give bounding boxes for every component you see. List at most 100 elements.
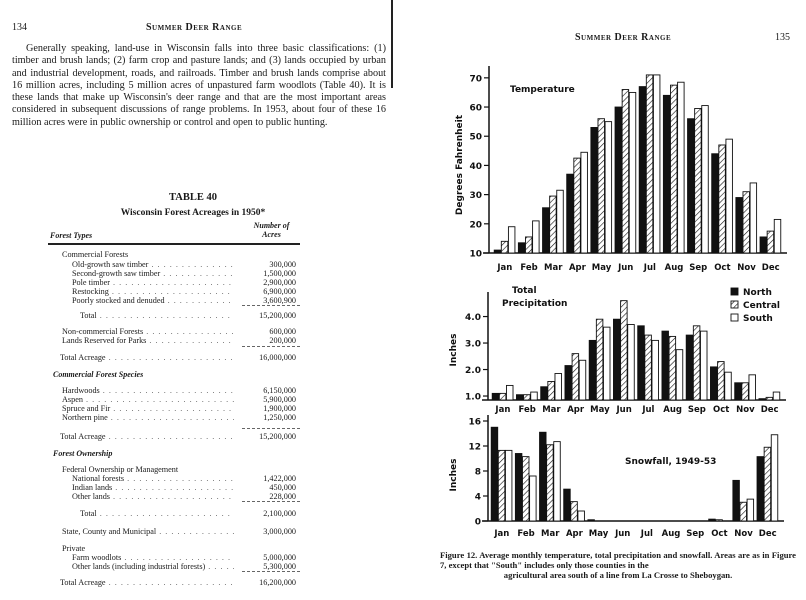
table-row-label: National forests: [72, 474, 234, 484]
table-row: Hardwoods 6,150,000: [62, 386, 296, 396]
bar-north: [566, 173, 574, 254]
bar-central: [717, 361, 725, 401]
x-tick-label: Jun: [616, 405, 632, 415]
bar-central: [742, 191, 750, 254]
bar-north: [662, 94, 671, 254]
page-gutter-line: [391, 0, 393, 88]
bar-south: [554, 373, 562, 401]
table-row: Aspen 5,900,000: [62, 395, 296, 405]
x-tick-label: Mar: [541, 529, 560, 539]
bar-south: [628, 91, 637, 254]
legend-label: Central: [743, 301, 780, 311]
bar-central: [597, 118, 605, 254]
table-row: Lands Reserved for Parks 200,000: [62, 336, 296, 346]
bar-central: [694, 108, 702, 254]
bar-south: [506, 384, 514, 401]
y-axis-label: Inches: [449, 459, 459, 492]
bar-central: [546, 444, 554, 522]
bar-central: [595, 318, 604, 401]
x-tick-label: Nov: [737, 263, 756, 273]
y-axis-label: Degrees Fahrenheit: [455, 114, 465, 215]
y-tick-label: 12: [468, 443, 481, 453]
bar-central: [547, 381, 555, 401]
bar-north: [563, 488, 571, 522]
table-row-label: Other lands (including industrial forest…: [72, 562, 234, 572]
bar-central: [763, 446, 772, 522]
table-row-value: 3,600,900: [263, 296, 296, 305]
table-row: Other lands (including industrial forest…: [72, 562, 296, 572]
bar-central: [497, 449, 506, 522]
bar-north: [614, 106, 622, 254]
x-tick-label: Jun: [617, 263, 633, 273]
bar-south: [746, 498, 755, 522]
bar-central: [765, 396, 774, 401]
bar-north: [590, 127, 598, 254]
x-tick-label: Sep: [688, 405, 706, 415]
table-row-label: Indian lands: [72, 483, 234, 493]
x-tick-label: Oct: [714, 263, 730, 273]
x-tick-label: Nov: [734, 529, 753, 539]
y-axis-label: Inches: [449, 334, 459, 367]
table-row: National forests 1,422,000: [72, 474, 296, 484]
page-number-right: 135: [775, 32, 790, 43]
table-row: State, County and Municipal 3,000,000: [62, 527, 296, 537]
y-tick-label: 16: [468, 418, 481, 428]
bar-north: [517, 242, 526, 254]
table-row-value: 6,900,000: [263, 287, 296, 296]
table-number: TABLE 40: [169, 192, 217, 203]
table-row: Spruce and Fir 1,900,000: [62, 404, 296, 414]
bar-south: [724, 371, 732, 401]
y-tick-label: 50: [469, 133, 482, 143]
table-row-value: 5,300,000: [263, 562, 296, 571]
x-tick-label: Aug: [663, 405, 682, 415]
bar-north: [491, 392, 500, 401]
bar-north: [661, 330, 669, 401]
bar-central: [573, 157, 581, 254]
table-row-value: 5,900,000: [263, 395, 296, 404]
table-row-label: Total: [80, 509, 234, 519]
x-tick-label: Dec: [762, 263, 780, 273]
bar-south: [700, 330, 708, 401]
page-number-left: 134: [12, 22, 27, 33]
bar-central: [644, 334, 652, 401]
bar-north: [735, 197, 743, 254]
x-tick-label: Sep: [686, 529, 704, 539]
bar-south: [504, 449, 513, 522]
x-tick-label: Apr: [567, 405, 585, 415]
table-row-label: Federal Ownership or Management: [62, 465, 179, 474]
bar-north: [638, 86, 647, 254]
table-row: Indian lands 450,000: [72, 483, 296, 493]
table-row-label: Spruce and Fir: [62, 404, 234, 414]
caption-text: Figure 12. Average monthly temperature, …: [440, 550, 796, 571]
y-tick-label: 40: [469, 162, 482, 172]
x-tick-label: Jan: [496, 263, 512, 273]
bar-central: [570, 501, 578, 522]
table-row-label: Restocking: [72, 287, 234, 297]
table-row-value: 2,100,000: [263, 509, 296, 518]
bar-south: [773, 218, 782, 254]
bar-north: [759, 236, 767, 254]
table-row-value: 1,900,000: [263, 404, 296, 413]
table-row: Total Acreage 16,200,000: [60, 578, 296, 588]
bar-central: [739, 501, 747, 522]
table-row-value: 600,000: [269, 327, 296, 336]
x-tick-label: May: [589, 529, 609, 539]
bar-north: [587, 519, 595, 522]
x-tick-label: May: [590, 405, 610, 415]
x-tick-label: Jan: [493, 529, 509, 539]
x-tick-label: Oct: [713, 405, 729, 415]
body-paragraph: Generally speaking, land-use in Wisconsi…: [12, 43, 386, 128]
table-subtotal-rule: [242, 428, 300, 429]
table-row-label: Total Acreage: [60, 353, 234, 363]
x-tick-label: Sep: [689, 263, 707, 273]
table-row-label: Non-commercial Forests: [62, 327, 234, 337]
table-row: Non-commercial Forests 600,000: [62, 327, 296, 337]
bar-central: [668, 335, 677, 401]
bar-central: [500, 240, 509, 254]
bar-central: [645, 74, 654, 254]
x-tick-label: Feb: [517, 529, 534, 539]
bar-north: [637, 325, 645, 401]
bar-north: [588, 339, 597, 401]
legend-swatch-north: [730, 287, 739, 296]
table-row-value: 15,200,000: [259, 432, 296, 441]
